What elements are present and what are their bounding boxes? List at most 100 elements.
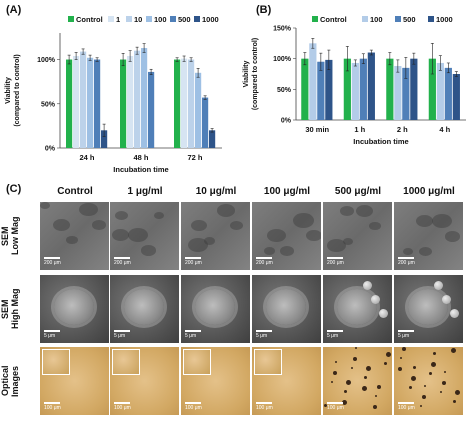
bar-2-2 <box>402 67 410 120</box>
cell-patch <box>432 214 452 228</box>
nanoparticle-aggregate <box>324 404 327 407</box>
image-tile-1-1: 5 μm <box>110 275 179 343</box>
column-label-5: 1000 μg/ml <box>403 186 455 197</box>
nanoparticle-aggregate <box>411 376 416 381</box>
nanoparticle-aggregate <box>377 385 381 389</box>
nanoparticle-aggregate <box>384 362 387 365</box>
row-label-1: SEM High Mag <box>0 288 20 330</box>
cell-patch <box>66 236 78 245</box>
legend-label-3: 1000 <box>436 15 453 24</box>
bar-0-5 <box>101 130 108 148</box>
bar-3-0 <box>428 58 436 120</box>
bar-1-3 <box>141 48 148 148</box>
legend-swatch-3 <box>146 16 152 22</box>
image-tile-1-3: 5 μm <box>252 275 321 343</box>
image-tile-1-0: 5 μm <box>40 275 109 343</box>
cell-patch <box>128 228 148 242</box>
image-tile-2-5: 100 μm <box>394 347 463 415</box>
cell-patch <box>293 213 314 228</box>
legend-label-2: 500 <box>403 15 416 24</box>
y-tick-label-2: 100% <box>37 57 56 64</box>
bar-0-2 <box>80 51 87 149</box>
nanoparticle-aggregate <box>364 376 367 379</box>
x-axis-label: Incubation time <box>353 137 408 146</box>
nanoparticle-aggregate <box>409 386 412 389</box>
cell-body <box>266 289 306 325</box>
legend-label-1: 100 <box>370 15 383 24</box>
row-label-0: SEM Low Mag <box>0 216 20 256</box>
nanoparticle-aggregate <box>413 366 416 369</box>
cell-patch <box>369 222 381 231</box>
cell-body <box>195 289 235 325</box>
bar-0-3 <box>325 59 333 120</box>
column-label-4: 500 μg/ml <box>334 186 382 197</box>
cell-patch <box>264 247 275 255</box>
y-tick-label-0: 0% <box>281 118 292 125</box>
panel-label-b: (B) <box>256 4 272 16</box>
cell-body <box>54 289 94 325</box>
scale-bar: 5 μm <box>327 330 343 339</box>
scale-bar: 5 μm <box>398 330 414 339</box>
scale-bar: 100 μm <box>114 402 131 411</box>
image-tile-2-0: 100 μm <box>40 347 109 415</box>
bar-1-2 <box>134 50 141 148</box>
inset-zoom <box>254 349 282 375</box>
cell-patch <box>343 238 353 245</box>
image-tile-0-3: 200 μm <box>252 202 321 270</box>
bar-0-1 <box>309 43 317 121</box>
bar-0-1 <box>73 56 80 148</box>
legend-swatch-2 <box>126 16 132 22</box>
cell-body <box>408 289 448 325</box>
particle <box>442 295 451 304</box>
legend-label-1: 1 <box>116 15 120 24</box>
bar-0-0 <box>66 59 73 148</box>
cell-patch <box>280 246 294 256</box>
nanoparticle-aggregate <box>333 371 337 375</box>
y-tick-label-0: 0% <box>45 146 56 153</box>
legend-swatch-4 <box>170 16 176 22</box>
image-tile-0-1: 200 μm <box>110 202 179 270</box>
cell-patch <box>191 220 207 232</box>
legend-swatch-1 <box>362 16 368 22</box>
column-label-2: 10 μg/ml <box>195 186 237 197</box>
bar-1-1 <box>351 62 359 120</box>
bar-2-2 <box>188 59 195 148</box>
nanoparticle-aggregate <box>444 371 446 373</box>
y-tick-label-2: 100% <box>273 56 292 63</box>
cell-patch <box>154 212 164 219</box>
cell-body <box>124 289 164 325</box>
particle <box>371 295 380 304</box>
image-tile-1-4: 5 μm <box>323 275 392 343</box>
cell-patch <box>92 220 106 230</box>
chart-b: Control 100 500 1000 0% 50% 100% 150% Viability(… <box>243 15 466 146</box>
cell-patch <box>112 229 129 241</box>
scale-bar: 5 μm <box>256 330 272 339</box>
image-tile-2-2: 100 μm <box>181 347 250 415</box>
nanoparticle-aggregate <box>355 347 357 349</box>
bar-1-4 <box>148 71 155 148</box>
legend-label-4: 500 <box>178 15 191 24</box>
x-tick-label-1: 1 h <box>354 125 365 134</box>
nanoparticle-aggregate <box>442 381 446 385</box>
cell-patch <box>141 245 156 256</box>
y-tick-label-3: 150% <box>273 26 292 33</box>
bar-1-2 <box>359 58 367 120</box>
legend-label-2: 10 <box>134 15 142 24</box>
nanoparticle-aggregate <box>386 352 391 357</box>
cell-patch <box>204 237 215 245</box>
scale-bar: 5 μm <box>44 330 60 339</box>
bar-3-3 <box>452 74 460 120</box>
y-axis-label-1: (compared to control) <box>252 38 259 110</box>
image-tile-2-3: 100 μm <box>252 347 321 415</box>
nanoparticle-aggregate <box>422 395 426 399</box>
scale-bar: 5 μm <box>114 330 130 339</box>
bar-1-0 <box>120 59 127 148</box>
chart-a: Control 1 10 100 500 1000 0% 50% 100% Viability (c… <box>5 15 222 174</box>
particle <box>363 281 372 290</box>
scale-bar: 100 μm <box>44 402 61 411</box>
scale-bar: 100 μm <box>327 402 344 411</box>
cell-patch <box>419 247 432 257</box>
bar-0-2 <box>317 61 325 120</box>
nanoparticle-aggregate <box>398 367 402 371</box>
nanoparticle-aggregate <box>402 347 406 351</box>
